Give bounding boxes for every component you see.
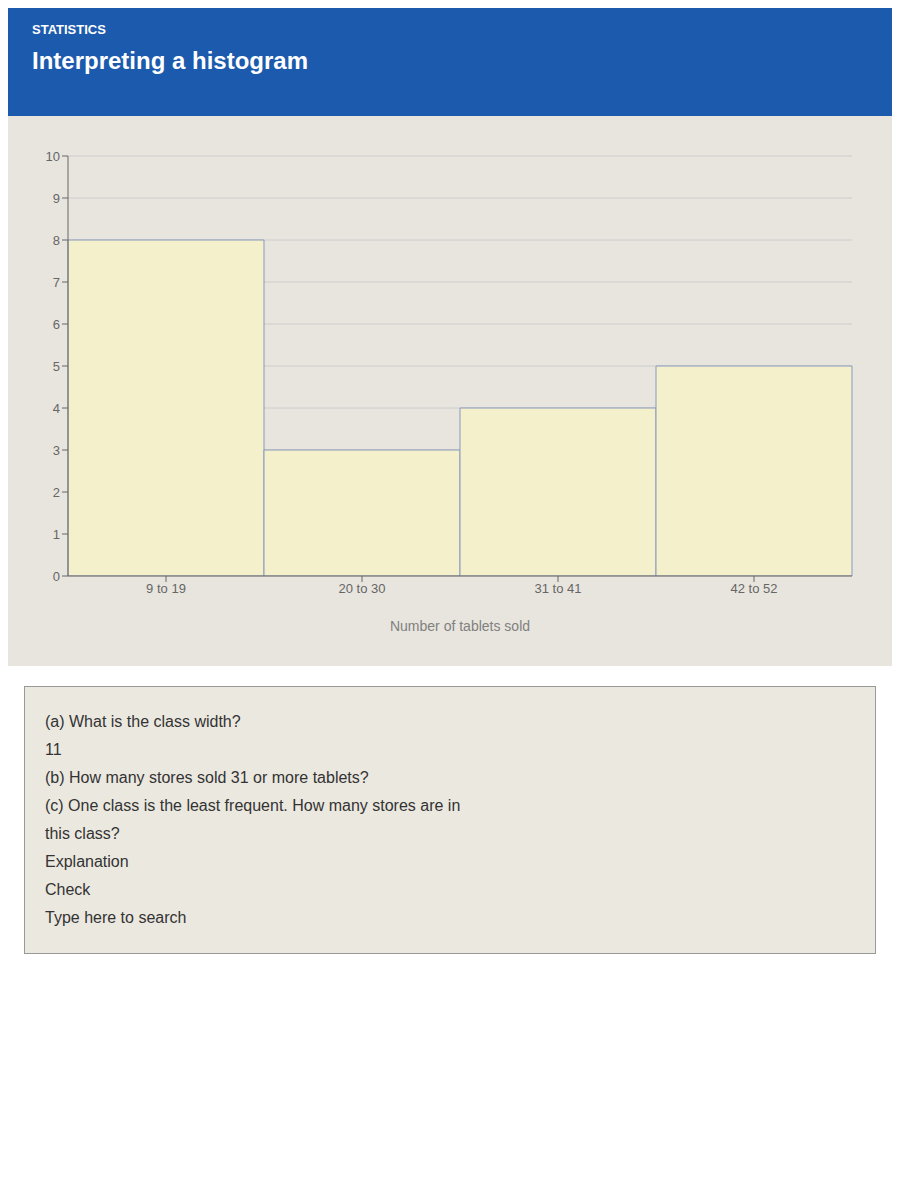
html-text:STATISTICS: STATISTICS (32, 22, 106, 37)
svg-text:Number of tablets sold: Number of tablets sold (390, 618, 530, 634)
html-text:this class?: this class? (45, 825, 120, 842)
svg-text:5: 5 (53, 359, 60, 374)
html-text:(b) How many stores sold 31 or: (b) How many stores sold 31 or more tabl… (45, 769, 369, 786)
svg-text:42 to 52: 42 to 52 (731, 581, 778, 596)
html-text:Interpreting a histogram: Interpreting a histogram (32, 47, 308, 74)
svg-text:9: 9 (53, 191, 60, 206)
html-text:Type here to search: Type here to search (45, 909, 187, 926)
svg-text:1: 1 (53, 527, 60, 542)
svg-text:6: 6 (53, 317, 60, 332)
svg-text:2: 2 (53, 485, 60, 500)
svg-text:3: 3 (53, 443, 60, 458)
svg-text:7: 7 (53, 275, 60, 290)
svg-text:20 to 30: 20 to 30 (339, 581, 386, 596)
svg-text:4: 4 (53, 401, 60, 416)
html-text:Check: Check (45, 881, 91, 898)
svg-text:8: 8 (53, 233, 60, 248)
html-text:(a) What is the class width?: (a) What is the class width? (45, 713, 241, 730)
svg-text:9 to 19: 9 to 19 (146, 581, 186, 596)
svg-text:10: 10 (46, 149, 60, 164)
html-text:Explanation: Explanation (45, 853, 129, 870)
html-text:(c) One class is the least fre: (c) One class is the least frequent. How… (45, 797, 461, 814)
svg-text:0: 0 (53, 569, 60, 584)
html-text:11: 11 (45, 741, 62, 758)
svg-text:31 to 41: 31 to 41 (535, 581, 582, 596)
